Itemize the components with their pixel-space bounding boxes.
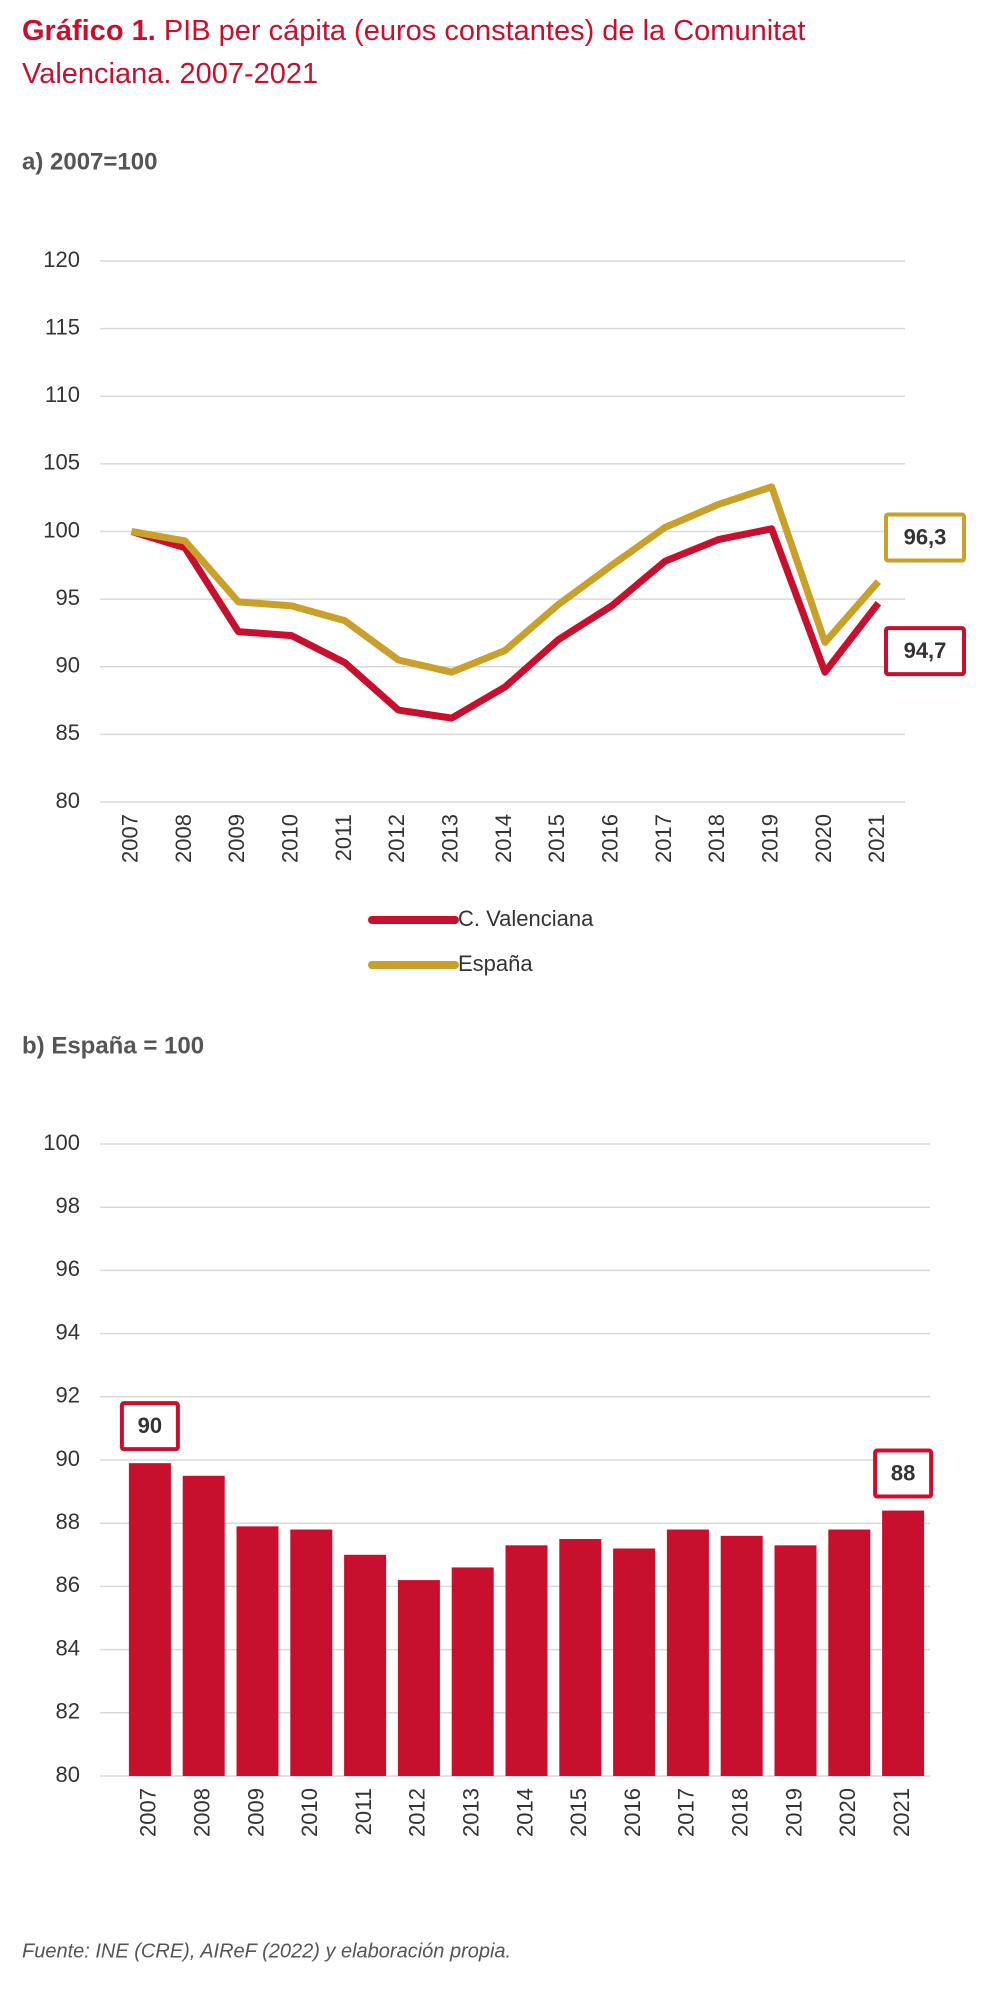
- value-label: 88: [891, 1460, 915, 1485]
- x-tick-label: 2015: [566, 1788, 591, 1837]
- bar: [128, 1463, 171, 1776]
- y-tick-label: 84: [56, 1635, 80, 1660]
- y-tick-label: 80: [56, 788, 80, 813]
- bar: [290, 1529, 333, 1776]
- bar: [559, 1539, 602, 1776]
- value-label: 94,7: [904, 638, 947, 663]
- source: Fuente: INE (CRE), AIReF (2022) y elabor…: [22, 1940, 511, 1962]
- y-tick-label: 98: [56, 1193, 80, 1218]
- y-tick-label: 88: [56, 1509, 80, 1534]
- bar: [451, 1567, 494, 1776]
- x-tick-label: 2010: [277, 814, 302, 863]
- y-tick-label: 85: [56, 720, 80, 745]
- x-tick-label: 2012: [405, 1788, 430, 1837]
- x-tick-label: 2021: [889, 1788, 914, 1837]
- x-tick-label: 2016: [597, 814, 622, 863]
- x-tick-label: 2011: [351, 1788, 376, 1835]
- value-label: 90: [138, 1413, 162, 1438]
- x-tick-label: 2011: [331, 814, 356, 861]
- y-tick-label: 115: [45, 314, 80, 339]
- title-block: Gráfico 1. PIB per cápita (euros constan…: [22, 10, 842, 96]
- x-tick-label: 2015: [544, 814, 569, 863]
- bar: [236, 1526, 279, 1776]
- x-tick-label: 2009: [224, 814, 249, 863]
- y-tick-label: 100: [43, 1130, 80, 1155]
- y-tick-label: 110: [45, 382, 80, 407]
- legend-label: C. Valenciana: [458, 906, 594, 931]
- legend-label: España: [458, 951, 533, 976]
- x-tick-label: 2007: [136, 1788, 161, 1837]
- y-tick-label: 94: [56, 1319, 80, 1344]
- x-tick-label: 2019: [781, 1788, 806, 1837]
- bar: [720, 1535, 763, 1776]
- y-tick-label: 105: [43, 450, 80, 475]
- y-tick-label: 96: [56, 1256, 80, 1281]
- value-label-box: [884, 512, 966, 563]
- x-tick-label: 2012: [384, 814, 409, 863]
- x-tick-label: 2018: [704, 814, 729, 863]
- line: [130, 525, 882, 722]
- value-label-box: [119, 1401, 180, 1452]
- title-label: Gráfico 1.: [22, 15, 156, 47]
- x-tick-label: 2013: [437, 814, 462, 863]
- x-tick-label: 2008: [171, 814, 196, 863]
- bar: [182, 1475, 225, 1776]
- bar: [666, 1529, 709, 1776]
- x-tick-label: 2009: [243, 1788, 268, 1837]
- x-tick-label: 2017: [651, 814, 676, 863]
- y-tick-label: 100: [43, 517, 80, 542]
- bar: [344, 1554, 387, 1776]
- x-tick-label: 2014: [491, 814, 516, 863]
- x-tick-label: 2007: [117, 814, 142, 863]
- x-tick-label: 2008: [190, 1788, 215, 1837]
- y-tick-label: 80: [56, 1762, 80, 1787]
- x-tick-label: 2016: [620, 1788, 645, 1837]
- bar: [613, 1548, 656, 1776]
- bar: [505, 1545, 548, 1776]
- line: [131, 483, 881, 676]
- x-tick-label: 2018: [728, 1788, 753, 1837]
- bar: [774, 1545, 817, 1776]
- title: PIB per cápita (euros constantes) de la …: [22, 15, 806, 90]
- bar: [397, 1580, 440, 1776]
- bar: [882, 1510, 925, 1776]
- x-tick-label: 2019: [757, 814, 782, 863]
- subtitle: b) España = 100: [22, 1032, 204, 1059]
- bar: [828, 1529, 871, 1776]
- x-tick-label: 2020: [811, 814, 836, 863]
- x-tick-label: 2014: [512, 1788, 537, 1837]
- y-tick-label: 90: [56, 653, 80, 678]
- y-tick-label: 82: [56, 1699, 80, 1724]
- x-tick-label: 2020: [835, 1788, 860, 1837]
- x-tick-label: 2021: [864, 814, 889, 863]
- y-tick-label: 90: [56, 1446, 80, 1471]
- x-tick-label: 2017: [674, 1788, 699, 1837]
- x-tick-label: 2010: [297, 1788, 322, 1837]
- y-tick-label: 86: [56, 1572, 80, 1597]
- x-tick-label: 2013: [459, 1788, 484, 1837]
- value-label: 96,3: [904, 524, 947, 549]
- value-label-box: [884, 626, 966, 677]
- y-tick-label: 120: [43, 247, 80, 272]
- y-tick-label: 92: [56, 1383, 80, 1408]
- value-label-box: [873, 1448, 934, 1499]
- y-tick-label: 95: [56, 585, 80, 610]
- subtitle: a) 2007=100: [22, 148, 157, 175]
